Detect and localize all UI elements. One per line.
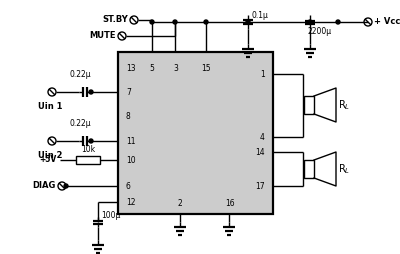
Bar [304, 96, 314, 114]
Bar [118, 52, 273, 214]
Text: Uin 1: Uin 1 [38, 102, 62, 111]
Circle shape [308, 20, 312, 24]
Text: Uin 2: Uin 2 [38, 151, 62, 160]
Circle shape [89, 90, 93, 94]
Circle shape [204, 20, 208, 24]
Text: 16: 16 [225, 199, 234, 208]
Text: 100μ: 100μ [101, 211, 120, 220]
Bar [304, 160, 314, 178]
Text: DIAG: DIAG [33, 182, 56, 190]
Circle shape [246, 20, 250, 24]
Text: 3: 3 [173, 64, 178, 73]
Circle shape [64, 184, 68, 188]
Text: 13: 13 [126, 64, 136, 73]
Text: 1: 1 [260, 70, 265, 79]
Text: 2: 2 [178, 199, 182, 208]
Text: ST.BY: ST.BY [102, 14, 128, 24]
Text: 15: 15 [202, 64, 211, 73]
Circle shape [173, 20, 177, 24]
Circle shape [150, 20, 154, 24]
Text: 11: 11 [126, 137, 136, 146]
Text: 8: 8 [126, 112, 131, 121]
Text: 14: 14 [255, 148, 265, 157]
Text: R$_L$: R$_L$ [338, 98, 350, 112]
Text: 7: 7 [126, 88, 131, 97]
Text: 10k: 10k [81, 145, 95, 154]
Text: 12: 12 [126, 198, 136, 207]
Text: 5: 5 [150, 64, 154, 73]
Text: 10: 10 [126, 156, 136, 165]
Text: 4: 4 [260, 133, 265, 142]
Text: 17: 17 [255, 182, 265, 191]
Bar [76, 156, 100, 164]
Text: 0.22μ: 0.22μ [69, 119, 91, 128]
Text: 2200μ: 2200μ [307, 26, 331, 36]
Text: 6: 6 [126, 182, 131, 191]
Circle shape [336, 20, 340, 24]
Text: R$_L$: R$_L$ [338, 162, 350, 176]
Text: MUTE: MUTE [90, 30, 116, 40]
Text: +5V: +5V [39, 155, 56, 165]
Text: 0.22μ: 0.22μ [69, 70, 91, 79]
Circle shape [89, 139, 93, 143]
Text: + Vcc: + Vcc [374, 18, 400, 26]
Text: 0.1μ: 0.1μ [252, 11, 269, 20]
